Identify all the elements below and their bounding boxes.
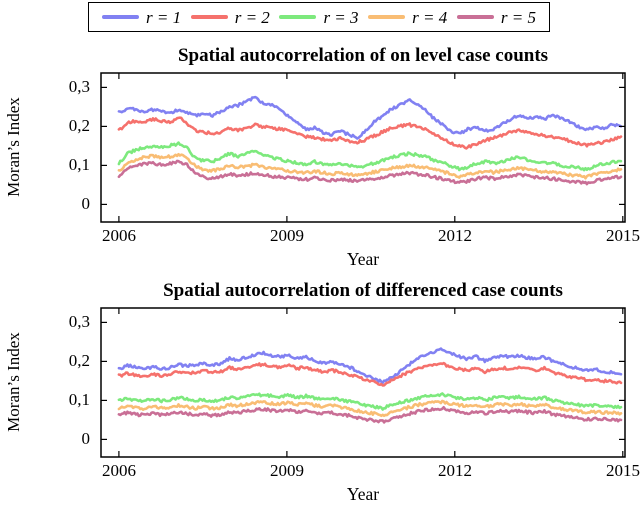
chart1-x-tick: 2006 (102, 226, 136, 245)
legend-swatch-r2 (190, 15, 228, 19)
chart2-y-tick: 0,2 (68, 351, 90, 370)
legend-label: r = 2 (234, 7, 270, 27)
legend-swatch-r4 (368, 15, 406, 19)
series-line-r=3 (117, 392, 623, 411)
chart2-y-tick: 0,1 (68, 390, 90, 409)
legend-item: r = 1 (102, 9, 181, 26)
series-line-r=1 (117, 95, 623, 140)
legend-label: r = 4 (412, 7, 448, 27)
series-line-r=4 (117, 399, 623, 418)
chart2-y-axis-label: Moran’s Index (4, 332, 23, 432)
chart1-title: Spatial autocorrelation of on level case… (177, 45, 549, 66)
chart1-y-tick: 0,2 (68, 116, 90, 135)
chart1-y-axis-label: Moran’s Index (4, 97, 23, 197)
legend-label: r = 5 (500, 7, 536, 27)
legend-swatch-r1 (102, 15, 139, 19)
chart1-y-tick: 0,1 (68, 155, 90, 174)
legend-item: r = 2 (190, 7, 270, 27)
legend-item: r = 5 (456, 7, 536, 27)
chart2-x-tick: 2009 (270, 461, 304, 480)
chart2-x-tick: 2006 (102, 461, 136, 480)
chart2-title: Spatial autocorrelation of differenced c… (163, 280, 563, 301)
series-line-r=2 (117, 116, 623, 150)
legend-item: r = 4 (368, 9, 447, 26)
series-line-r=3 (117, 141, 623, 172)
plot-border (100, 307, 626, 458)
chart2-y-tick: 0 (81, 429, 91, 448)
chart1-x-axis-label: Year (346, 249, 380, 269)
chart2-x-tick: 2012 (438, 461, 472, 480)
legend-label: r = 3 (323, 7, 359, 27)
series-line-r=2 (117, 361, 623, 387)
series-line-r=4 (117, 152, 623, 180)
legend-item: r = 3 (279, 7, 359, 27)
legend-box: r = 1 r = 2 r = 3 r = 4 r = 5 (88, 2, 550, 32)
chart2-x-tick: 2015 (606, 461, 640, 480)
chart1-x-tick: 2012 (438, 226, 472, 245)
plot-border (100, 72, 626, 223)
chart2-x-axis-label: Year (346, 484, 380, 504)
legend-swatch-r3 (279, 15, 317, 19)
legend-label: r = 1 (146, 7, 182, 27)
chart1-x-tick: 2015 (606, 226, 640, 245)
chart1-y-tick: 0 (81, 194, 91, 213)
series-line-r=1 (117, 347, 623, 385)
chart1-x-tick: 2009 (270, 226, 304, 245)
chart1-y-tick: 0,3 (68, 77, 90, 96)
series-line-r=5 (117, 406, 623, 424)
legend-swatch-r5 (456, 15, 494, 19)
chart2-y-tick: 0,3 (68, 312, 90, 331)
series-line-r=5 (117, 159, 623, 186)
